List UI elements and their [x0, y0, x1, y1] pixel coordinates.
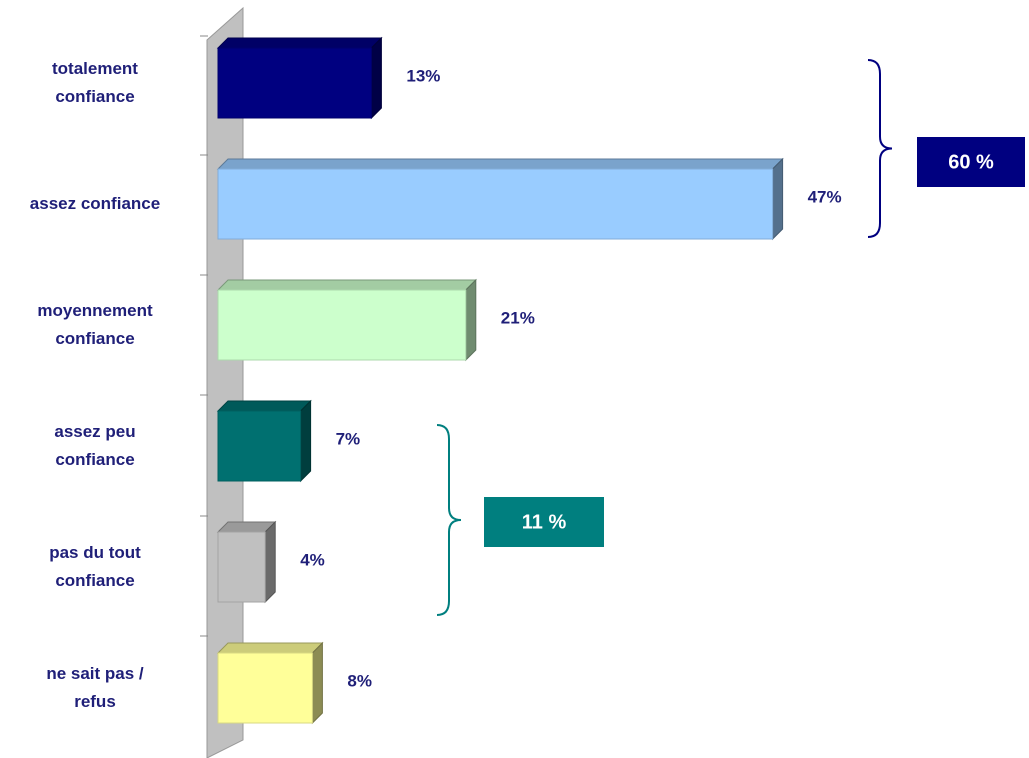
bar	[217, 47, 372, 119]
bar-side	[264, 520, 276, 604]
category-label: ne sait pas / refus	[46, 664, 144, 711]
bar	[217, 168, 774, 240]
bar	[217, 410, 302, 482]
value-label: 21%	[501, 308, 535, 327]
bar	[217, 652, 313, 724]
category-label: totalement confiance	[52, 59, 138, 106]
summary-box	[917, 137, 1025, 187]
category-label: moyennement confiance	[37, 301, 153, 348]
category-label: pas du tout confiance	[49, 543, 141, 590]
bracket	[867, 59, 893, 238]
bar-top	[216, 642, 324, 654]
value-label: 8%	[347, 671, 372, 690]
value-label: 13%	[406, 66, 440, 85]
category-label: assez confiance	[29, 194, 161, 213]
value-label: 4%	[300, 550, 325, 569]
value-label: 7%	[336, 429, 361, 448]
bar-top	[216, 37, 383, 49]
summary-label: 60 %	[948, 151, 994, 173]
bar-side	[311, 641, 323, 725]
axis-ticks	[200, 35, 208, 637]
bar-side	[300, 399, 312, 483]
bar-top	[216, 400, 312, 412]
bar-side	[465, 278, 477, 362]
bar-top	[216, 279, 478, 291]
value-label: 47%	[808, 187, 842, 206]
summary-box	[484, 497, 604, 547]
bracket	[436, 424, 462, 616]
summary-label: 11 %	[522, 511, 567, 533]
bar	[217, 289, 467, 361]
bar-side	[772, 157, 784, 241]
bar-side	[370, 36, 382, 120]
bar	[217, 531, 266, 603]
category-label: assez peu confiance	[54, 422, 136, 469]
bar-top	[216, 158, 784, 170]
